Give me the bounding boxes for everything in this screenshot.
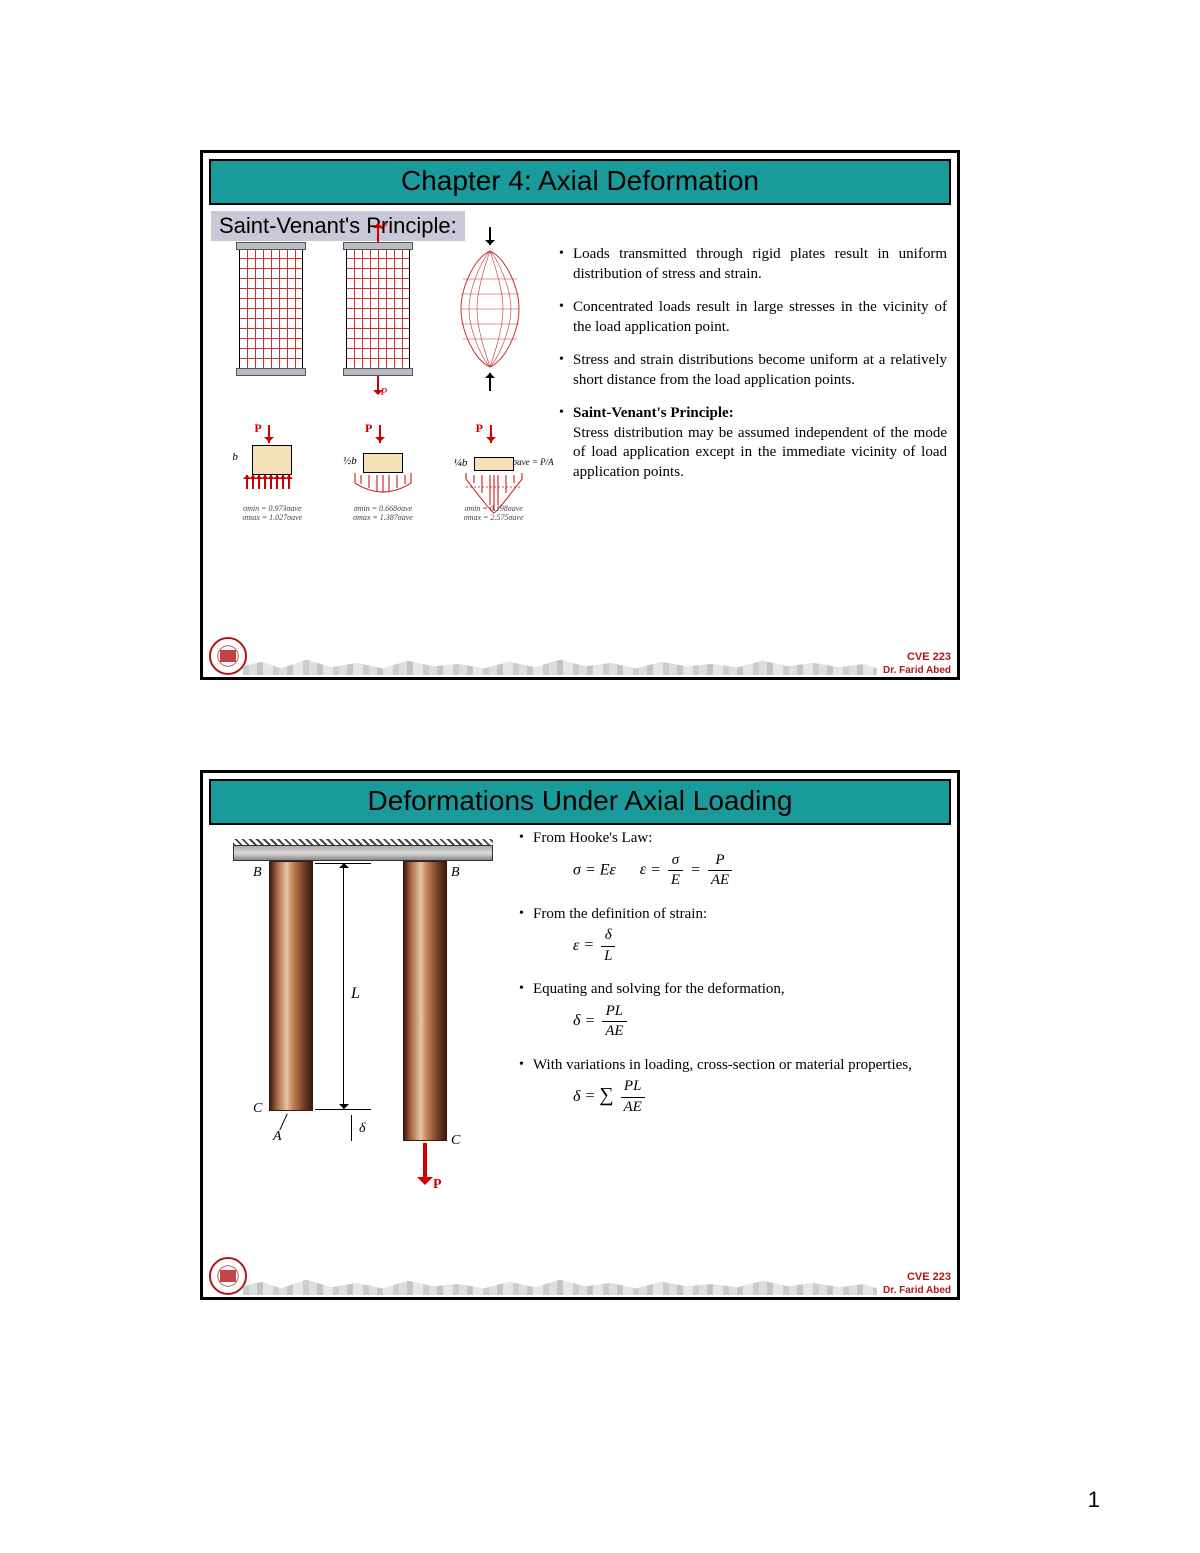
slide1-title: Chapter 4: Axial Deformation xyxy=(401,165,759,196)
university-logo-icon xyxy=(209,1257,247,1295)
quarterb-label: ¼b xyxy=(454,457,468,469)
eq1b: σmax = 1.027σave xyxy=(242,513,302,522)
eq2b: σmax = 1.387σave xyxy=(353,513,413,522)
b-label: b xyxy=(232,451,238,463)
formula-sum: = PL AE xyxy=(573,1077,947,1117)
slide2-bullet-2: From the definition of strain: = δ L xyxy=(519,905,947,967)
slide1-title-bar: Chapter 4: Axial Deformation xyxy=(209,159,951,205)
label-A: A xyxy=(273,1129,282,1145)
slide1-text: Loads transmitted through rigid plates r… xyxy=(553,241,947,527)
rod-deformed xyxy=(403,861,447,1141)
slide2-title: Deformations Under Axial Loading xyxy=(368,785,793,816)
label-B-left: B xyxy=(253,865,262,881)
grid-block-uniform xyxy=(239,249,303,399)
stress-dist-2: P ½b σmin = 0.668σave xyxy=(341,427,425,527)
slide1-body: P P xyxy=(203,241,957,527)
load-arrow-icon xyxy=(423,1143,427,1183)
slide-2: Deformations Under Axial Loading L δ B B… xyxy=(200,770,960,1300)
stress-dist-3: P ¼b σave = P/A xyxy=(452,427,536,527)
eq2a: σmin = 0.668σave xyxy=(354,504,412,513)
hooke-left: σ = Eε xyxy=(573,861,616,878)
label-B-right: B xyxy=(451,865,460,881)
skyline-decoration xyxy=(243,1273,877,1295)
p-label-3: P xyxy=(476,421,483,436)
grid-block-loaded: P P xyxy=(346,249,410,399)
author-name: Dr. Farid Abed xyxy=(883,1285,951,1296)
slide1-bullet-4-head: Saint-Venant's Principle: xyxy=(573,405,734,421)
halfb-label: ½b xyxy=(343,455,357,467)
slide1-bullet-2: Concentrated loads result in large stres… xyxy=(559,298,947,337)
university-logo-icon xyxy=(209,637,247,675)
formula-hooke: σ = Eε = σ E = P AE xyxy=(573,851,947,891)
formula-deformation: = PL AE xyxy=(573,1002,947,1042)
sum-den: AE xyxy=(621,1098,645,1118)
slide2-diagram: L δ B B C C A P xyxy=(213,825,513,1175)
formula-strain: = δ L xyxy=(573,926,947,966)
stress-dist-1: P b σmin = 0.973σave σmax = 1.027σave xyxy=(230,427,314,527)
diagram-row-2: P b σmin = 0.973σave σmax = 1.027σave P … xyxy=(217,427,549,527)
slide2-b3-text: Equating and solving for the deformation… xyxy=(533,981,785,997)
slide2-text: From Hooke's Law: σ = Eε = σ E = P AE xyxy=(513,825,947,1175)
deform-den: AE xyxy=(602,1022,626,1042)
slide1-bullet-4: Saint-Venant's Principle: Stress distrib… xyxy=(559,404,947,482)
label-L: L xyxy=(351,985,360,1003)
hooke-den1: E xyxy=(668,871,683,891)
page-number: 1 xyxy=(1088,1487,1100,1513)
author-name: Dr. Farid Abed xyxy=(883,665,951,676)
label-delta: δ xyxy=(359,1121,366,1137)
course-code: CVE 223 xyxy=(907,1271,951,1283)
slide1-bullet-4-body: Stress distribution may be assumed indep… xyxy=(573,425,947,480)
eq1a: σmin = 0.973σave xyxy=(243,504,301,513)
hooke-den2: AE xyxy=(708,871,732,891)
slide-1: Chapter 4: Axial Deformation Saint-Venan… xyxy=(200,150,960,680)
label-C-right: C xyxy=(451,1133,460,1149)
grid-block-concentrated xyxy=(453,249,527,369)
slide2-b1-text: From Hooke's Law: xyxy=(533,830,652,846)
skyline-decoration xyxy=(243,653,877,675)
hooke-num2: P xyxy=(708,851,732,872)
course-code: CVE 223 xyxy=(907,651,951,663)
label-P: P xyxy=(433,1177,442,1193)
slide2-bullet-3: Equating and solving for the deformation… xyxy=(519,980,947,1042)
slide2-title-bar: Deformations Under Axial Loading xyxy=(209,779,951,825)
deform-num: PL xyxy=(602,1002,626,1023)
slide1-bullet-1: Loads transmitted through rigid plates r… xyxy=(559,245,947,284)
sum-num: PL xyxy=(621,1077,645,1098)
label-p-top: P xyxy=(380,220,387,232)
slide2-body: L δ B B C C A P From Hooke's Law: σ = Eε xyxy=(203,825,957,1175)
slide2-bullet-1: From Hooke's Law: σ = Eε = σ E = P AE xyxy=(519,829,947,891)
eq3b: σmax = 2.575σave xyxy=(464,513,524,522)
slide1-footer: CVE 223 Dr. Farid Abed xyxy=(203,641,957,677)
slide2-bullet-4: With variations in loading, cross-sectio… xyxy=(519,1056,947,1118)
slide1-diagrams: P P xyxy=(213,241,553,527)
slide1-bullet-3: Stress and strain distributions become u… xyxy=(559,351,947,390)
diagram-row-1: P P xyxy=(217,249,549,399)
p-label-2: P xyxy=(365,421,372,436)
slide2-b4-text: With variations in loading, cross-sectio… xyxy=(533,1057,912,1073)
strain-num: δ xyxy=(601,926,615,947)
eq3a: σmin = 0.198σave xyxy=(464,504,522,513)
p-label-1: P xyxy=(254,421,261,436)
rod-undeformed xyxy=(269,861,313,1111)
slide2-b2-text: From the definition of strain: xyxy=(533,906,707,922)
slide1-subheader: Saint-Venant's Principle: xyxy=(211,211,465,241)
slide2-footer: CVE 223 Dr. Farid Abed xyxy=(203,1261,957,1297)
sigave-label: σave = P/A xyxy=(513,457,554,467)
label-p-bot: P xyxy=(380,386,387,398)
axial-bar-diagram: L δ B B C C A P xyxy=(233,845,493,1175)
label-C-left: C xyxy=(253,1101,262,1117)
hooke-num1: σ xyxy=(668,851,683,872)
strain-den: L xyxy=(601,947,615,967)
